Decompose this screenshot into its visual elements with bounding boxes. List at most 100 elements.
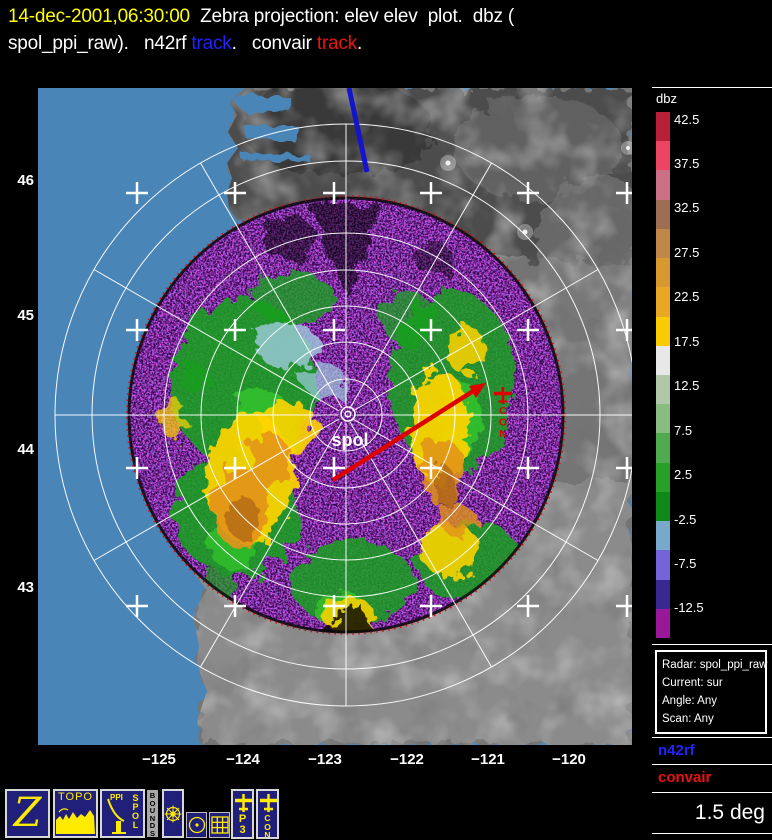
header-line1: 14-dec-2001,06:30:00 Zebra projection: e… bbox=[8, 6, 514, 28]
lat-tick-label: 46 bbox=[17, 172, 34, 189]
elevation-angle-readout: 1.5 deg bbox=[694, 801, 765, 824]
colorbar-title: dbz bbox=[656, 91, 677, 106]
n42rf-track-link[interactable]: track bbox=[191, 33, 232, 54]
graticule-cross bbox=[420, 457, 442, 479]
snow-peaks bbox=[440, 141, 632, 240]
colorbar-tick-label: 7.5 bbox=[674, 422, 693, 438]
lon-tick-label: −125 bbox=[142, 751, 176, 768]
grid-overlay-button[interactable] bbox=[209, 812, 230, 838]
colorbar-tick-label: -7.5 bbox=[674, 556, 697, 571]
graticule-cross bbox=[126, 595, 148, 617]
azimuth-wheel-button[interactable] bbox=[162, 789, 184, 838]
azimuth-spoke bbox=[93, 269, 340, 412]
header-line2: spol_ppi_raw). n42rf track. convair trac… bbox=[8, 33, 362, 55]
header-line2-mid: . convair bbox=[231, 33, 317, 54]
azimuth-spoke bbox=[349, 421, 492, 668]
track-arrowhead bbox=[469, 383, 486, 398]
radar-info-box: Radar: spol_ppi_raw Current: sur Angle: An… bbox=[655, 650, 767, 734]
topo-label: TOPO bbox=[58, 791, 93, 803]
graticule-cross bbox=[224, 457, 246, 479]
lat-tick-label: 45 bbox=[17, 307, 34, 324]
colorbar-tick-label: 32.5 bbox=[674, 200, 700, 216]
colorbar-tick-label: 12.5 bbox=[674, 378, 700, 394]
azimuth-spoke bbox=[200, 162, 343, 409]
airplane-icon bbox=[235, 794, 252, 812]
colorbar-tick-label: 17.5 bbox=[674, 333, 700, 349]
azimuth-spoke bbox=[200, 421, 343, 668]
graticule-cross bbox=[224, 319, 246, 341]
lat-tick-label: 43 bbox=[17, 579, 34, 596]
panel-divider bbox=[652, 833, 772, 834]
range-ring-button[interactable] bbox=[186, 812, 207, 838]
zebra-app-button[interactable]: Z bbox=[5, 789, 50, 838]
graticule-cross bbox=[517, 182, 539, 204]
spol-site-label: spol bbox=[331, 430, 368, 450]
graticule-cross bbox=[126, 457, 148, 479]
header-line2-start: spol_ppi_raw). n42rf bbox=[8, 33, 192, 54]
lon-tick-label: −124 bbox=[226, 751, 260, 768]
panel-divider bbox=[652, 644, 772, 645]
header-title: Zebra projection: elev elev plot. dbz ( bbox=[189, 6, 515, 27]
lat-tick-label: 44 bbox=[17, 441, 34, 458]
lon-tick-label: −123 bbox=[308, 751, 342, 768]
circle-dot-icon bbox=[188, 816, 206, 834]
colorbar-tick-label: 42.5 bbox=[674, 111, 700, 127]
graticule-cross bbox=[224, 595, 246, 617]
panel-divider bbox=[652, 792, 772, 793]
compass-wheel-icon bbox=[164, 805, 182, 823]
colorbar-tick-label: 37.5 bbox=[674, 155, 700, 171]
range-rings-and-graticule bbox=[54, 123, 638, 707]
graticule-cross bbox=[323, 182, 345, 204]
mountains-icon bbox=[56, 808, 95, 834]
convair-legend-item[interactable]: convair bbox=[658, 769, 712, 786]
topo-layer-button[interactable]: TOPO bbox=[53, 789, 98, 838]
radar-info-line: Radar: spol_ppi_raw bbox=[662, 659, 768, 671]
lon-tick-label: −122 bbox=[390, 751, 424, 768]
grid-icon bbox=[211, 816, 229, 834]
dbz-colorbar bbox=[656, 112, 670, 638]
azimuth-spoke bbox=[349, 162, 492, 409]
timestamp: 14-dec-2001,06:30:00 bbox=[8, 6, 190, 27]
graticule-cross bbox=[323, 319, 345, 341]
panel-divider bbox=[652, 87, 772, 88]
convair-track-link[interactable]: track bbox=[316, 33, 358, 54]
header-line2-end: . bbox=[357, 33, 363, 54]
n42rf-legend-item[interactable]: n42rf bbox=[658, 742, 695, 759]
radar-info-line: Scan: Any bbox=[662, 713, 714, 725]
n42rf-track-line bbox=[346, 87, 370, 173]
lon-tick-label: −120 bbox=[552, 751, 586, 768]
radar-dish-icon bbox=[107, 798, 126, 834]
radar-info-line: Current: sur bbox=[662, 677, 723, 689]
airplane-icon bbox=[260, 794, 277, 812]
graticule-cross bbox=[517, 595, 539, 617]
graticule-cross bbox=[224, 182, 246, 204]
graticule-cross bbox=[517, 457, 539, 479]
spol-site-marker: spol bbox=[331, 406, 369, 450]
colorbar-tick-label: 2.5 bbox=[674, 467, 693, 483]
azimuth-spoke bbox=[93, 418, 340, 561]
graticule-cross bbox=[420, 595, 442, 617]
azimuth-spoke bbox=[352, 269, 599, 412]
lon-tick-label: −121 bbox=[471, 751, 505, 768]
graticule-cross bbox=[323, 457, 345, 479]
panel-divider bbox=[652, 737, 772, 738]
graticule-cross bbox=[420, 182, 442, 204]
graticule-cross bbox=[126, 319, 148, 341]
graticule-cross bbox=[517, 319, 539, 341]
colorbar-tick-label: -12.5 bbox=[674, 600, 704, 616]
convair-aircraft-icon bbox=[494, 387, 512, 404]
radar-info-line: Angle: Any bbox=[662, 695, 717, 707]
colorbar-tick-label: 22.5 bbox=[674, 289, 700, 305]
graticule-cross bbox=[126, 182, 148, 204]
ppi-label: PPI bbox=[110, 793, 123, 802]
graticule-cross bbox=[420, 319, 442, 341]
